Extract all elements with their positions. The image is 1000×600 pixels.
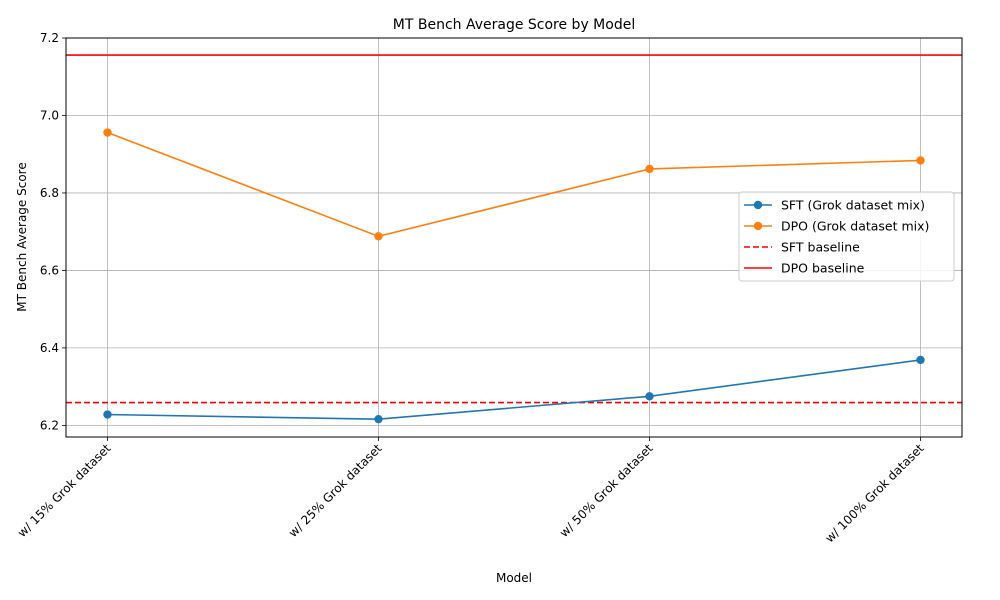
data-point: [374, 414, 383, 424]
legend-label: DPO baseline: [781, 261, 865, 276]
legend-label: SFT (Grok dataset mix): [781, 198, 925, 213]
data-point: [645, 392, 654, 401]
x-axis-label: Model: [496, 571, 532, 585]
data-point: [645, 164, 654, 174]
y-tick-label: 6.8: [40, 186, 59, 200]
y-tick-label: 6.6: [40, 263, 59, 277]
data-point: [916, 156, 925, 165]
data-point: [103, 128, 112, 137]
data-point: [916, 355, 925, 365]
y-tick-label: 6.4: [40, 341, 59, 355]
y-tick-label: 7.0: [40, 108, 59, 122]
y-tick-label: 7.2: [40, 31, 59, 45]
data-point: [374, 232, 383, 241]
plot-frame: [65, 37, 963, 438]
series-line: [107, 359, 921, 420]
legend-marker: [753, 200, 763, 210]
legend-box: [738, 191, 955, 282]
legend-label: SFT baseline: [781, 240, 860, 255]
baseline-lines: [66, 54, 962, 404]
y-tick-label: 6.2: [40, 418, 59, 432]
data-point: [103, 410, 112, 419]
y-axis-ticks: 6.2 6.4 6.6 6.8 7.0 7.2: [40, 31, 66, 432]
chart-title: MT Bench Average Score by Model: [393, 17, 635, 33]
series-line: [107, 131, 921, 238]
y-axis-label: MT Bench Average Score: [15, 162, 29, 311]
legend-marker: [753, 221, 763, 231]
legend: SFT (Grok dataset mix) DPO (Grok dataset …: [738, 191, 955, 282]
legend-label: DPO (Grok dataset mix): [781, 219, 929, 234]
data-series: [103, 128, 925, 424]
